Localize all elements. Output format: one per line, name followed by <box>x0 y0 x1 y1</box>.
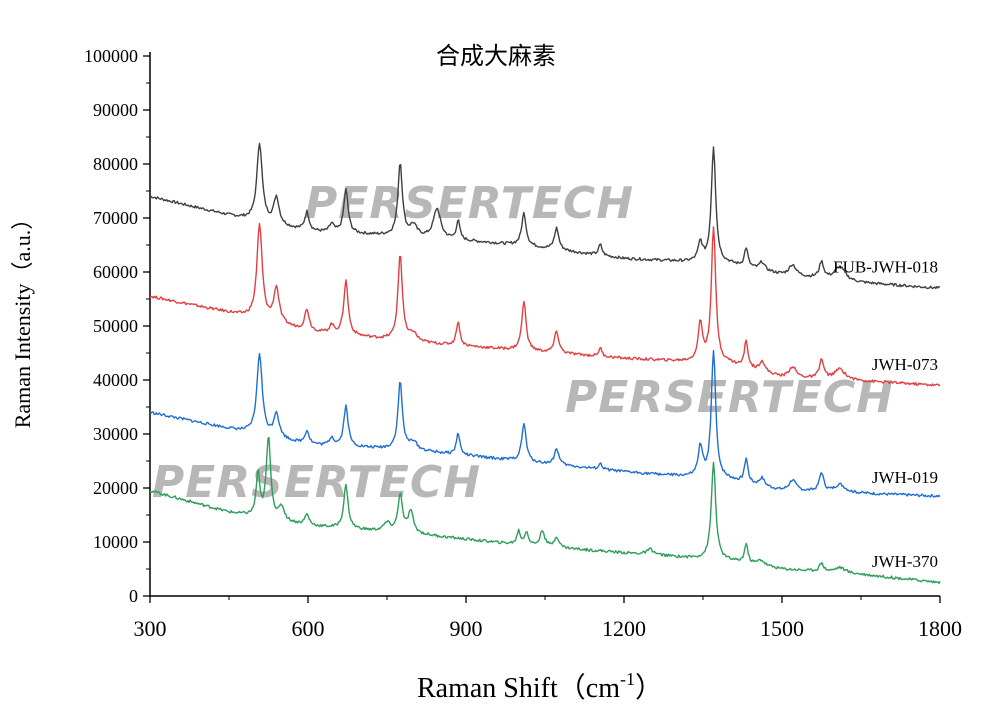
watermarks: PERSERTECH PERSERTECH PERSERTECH <box>152 178 894 508</box>
x-tick-label: 600 <box>292 616 325 641</box>
y-tick-label: 50000 <box>93 316 138 336</box>
series-label-jwh-370: JWH-370 <box>872 552 938 571</box>
watermark-text: PERSERTECH <box>565 372 894 423</box>
chart-title: 合成大麻素 <box>436 42 556 70</box>
watermark-text: PERSERTECH <box>305 178 634 229</box>
x-tick-label: 1500 <box>760 616 804 641</box>
watermark-text: PERSERTECH <box>152 457 481 508</box>
x-tick-label: 1200 <box>602 616 646 641</box>
x-tick-label: 1800 <box>918 616 962 641</box>
y-tick-label: 60000 <box>93 262 138 282</box>
series-line-jwh-073 <box>149 222 941 387</box>
x-axis-title: Raman Shift（cm-1） <box>417 669 663 704</box>
x-axis-title-superscript: -1 <box>620 669 635 689</box>
y-tick-label: 20000 <box>93 478 138 498</box>
x-axis-title-main: Raman Shift（cm <box>417 672 620 704</box>
y-tick-label: 40000 <box>93 370 138 390</box>
y-tick-label: 100000 <box>84 46 138 66</box>
y-tick-label: 80000 <box>93 154 138 174</box>
y-axis-title: Raman Intensity（a.u.） <box>10 208 35 429</box>
series-line-fub-jwh-018 <box>149 142 941 290</box>
y-tick-label: 30000 <box>93 424 138 444</box>
x-tick-label: 900 <box>450 616 483 641</box>
series-label-fub-jwh-018: FUB-JWH-018 <box>833 258 938 277</box>
series-group: FUB-JWH-018 JWH-073 JWH-019 JWH-370 <box>149 142 941 585</box>
y-tick-label: 90000 <box>93 100 138 120</box>
x-axis-title-tail: ） <box>635 672 663 704</box>
series-label-jwh-019: JWH-019 <box>872 468 938 487</box>
series-line-jwh-019 <box>149 350 941 498</box>
series-line-jwh-370 <box>150 437 941 585</box>
y-tick-label: 10000 <box>93 532 138 552</box>
y-tick-label: 0 <box>129 586 138 606</box>
axes: 0 10000 20000 30000 40000 50000 60000 70000 8000… <box>84 46 962 641</box>
y-tick-label: 70000 <box>93 208 138 228</box>
series-label-jwh-073: JWH-073 <box>872 355 938 374</box>
x-tick-label: 300 <box>134 616 167 641</box>
